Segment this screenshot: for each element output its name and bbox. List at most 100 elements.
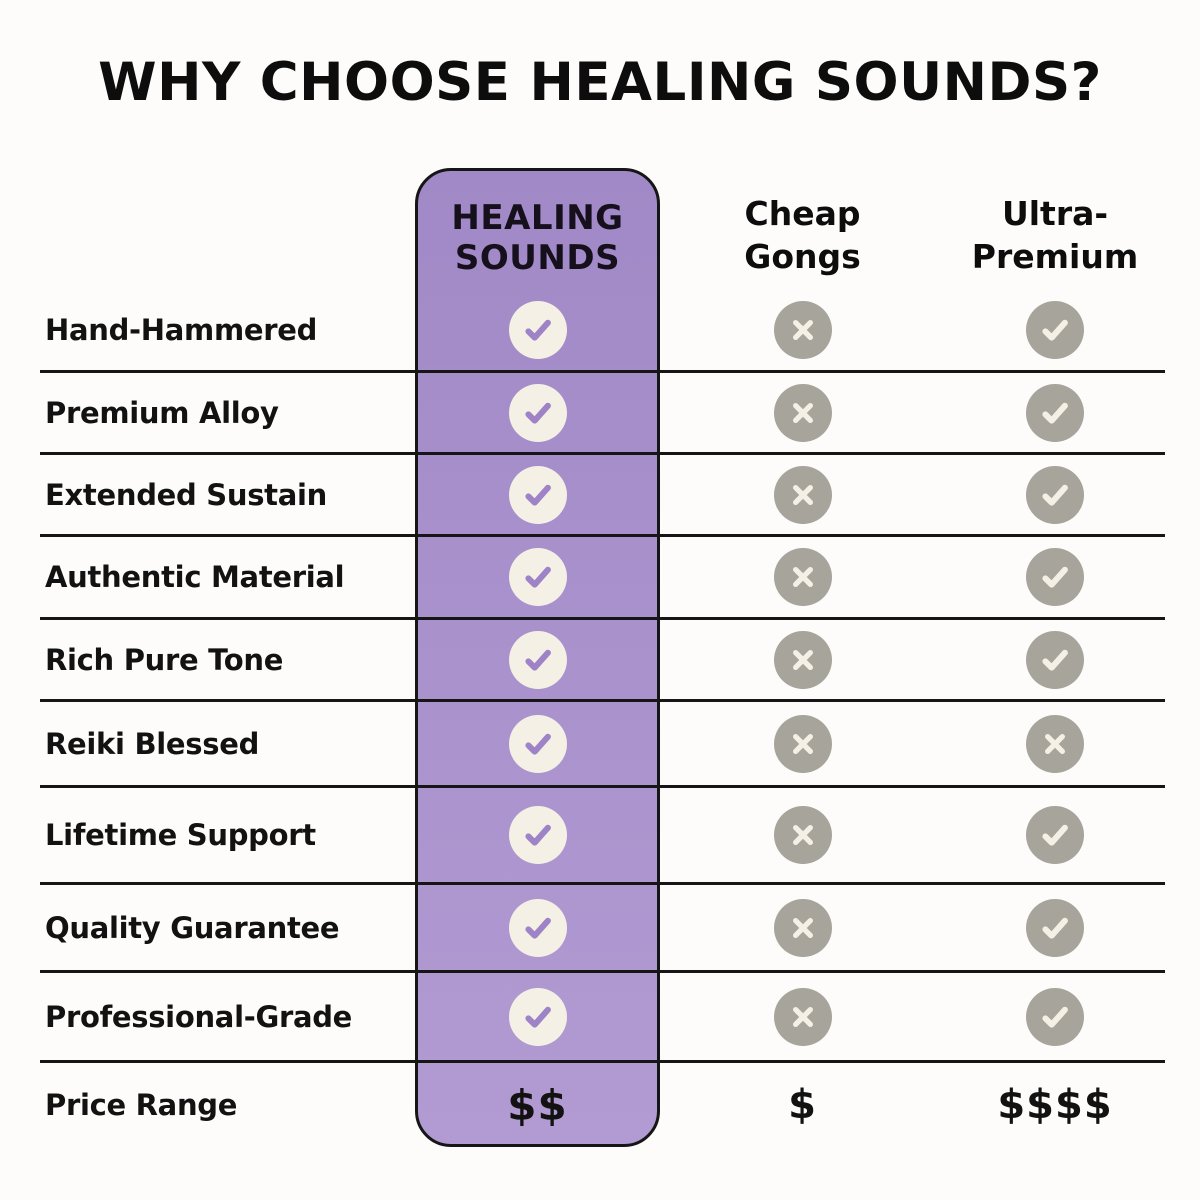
column-header-healing-sounds: HEALING SOUNDS <box>415 168 660 278</box>
row-label-cell: Reiki Blessed <box>40 727 415 761</box>
row-label: Premium Alloy <box>45 395 279 430</box>
table-row: Hand-Hammered <box>40 290 1165 373</box>
row-label: Lifetime Support <box>45 818 316 852</box>
x-icon <box>773 383 832 442</box>
row-label-cell: Extended Sustain <box>40 478 415 512</box>
row-label: Extended Sustain <box>45 477 327 512</box>
table-row: Extended Sustain <box>40 455 1165 537</box>
cheap-gongs-cell <box>660 714 945 773</box>
table-row: Authentic Material <box>40 537 1165 620</box>
x-icon <box>773 714 832 773</box>
check-icon <box>508 465 567 524</box>
healing-sounds-cell <box>415 465 660 524</box>
check-icon <box>1026 898 1084 957</box>
cheap-gongs-cell <box>660 383 945 442</box>
comparison-table: HEALING SOUNDS Cheap Gongs Ultra- Premiu… <box>40 168 1165 1147</box>
row-label-cell: Professional-Grade <box>40 1000 415 1034</box>
healing-sounds-cell <box>415 987 660 1046</box>
check-icon <box>1026 548 1084 606</box>
check-icon <box>1026 630 1084 689</box>
cheap-gongs-cell <box>660 465 945 524</box>
healing-sounds-cell: $$ <box>415 1081 660 1130</box>
column-header-ultra-premium: Ultra- Premium <box>945 168 1165 278</box>
table-header-row: HEALING SOUNDS Cheap Gongs Ultra- Premiu… <box>40 168 1165 290</box>
table-row: Quality Guarantee <box>40 885 1165 973</box>
cheap-gongs-cell <box>660 301 945 359</box>
check-icon <box>508 301 567 359</box>
ultra-premium-cell <box>945 806 1165 864</box>
header-line: SOUNDS <box>454 238 621 278</box>
header-line: Premium <box>971 237 1139 276</box>
header-line: Cheap <box>744 194 861 233</box>
header-line: HEALING <box>451 198 624 238</box>
row-label: Authentic Material <box>45 560 345 594</box>
ultra-premium-cell: $$$$ <box>945 1082 1165 1128</box>
table-row: Reiki Blessed <box>40 702 1165 788</box>
x-icon <box>773 987 832 1046</box>
row-label-cell: Price Range <box>40 1088 415 1122</box>
x-icon <box>773 898 832 957</box>
row-label: Quality Guarantee <box>45 910 340 945</box>
table-row: Professional-Grade <box>40 973 1165 1063</box>
ultra-premium-cell <box>945 383 1165 442</box>
row-label-cell: Authentic Material <box>40 560 415 594</box>
healing-sounds-cell <box>415 383 660 442</box>
row-label: Reiki Blessed <box>45 726 260 761</box>
table-row: Premium Alloy <box>40 373 1165 455</box>
check-icon <box>1026 806 1084 864</box>
row-label: Professional-Grade <box>45 999 353 1034</box>
table-row: Rich Pure Tone <box>40 620 1165 702</box>
cheap-gongs-cell: $ <box>660 1082 945 1128</box>
check-icon <box>1026 301 1084 359</box>
x-icon <box>773 548 832 606</box>
healing-sounds-cell <box>415 898 660 957</box>
cheap-gongs-cell <box>660 987 945 1046</box>
check-icon <box>508 630 567 689</box>
healing-sounds-cell <box>415 714 660 773</box>
x-icon <box>773 301 832 359</box>
x-icon <box>773 465 832 524</box>
ultra-premium-cell <box>945 714 1165 773</box>
ultra-premium-cell <box>945 987 1165 1046</box>
ultra-premium-cell <box>945 301 1165 359</box>
ultra-premium-cell <box>945 898 1165 957</box>
check-icon <box>508 806 567 864</box>
check-icon <box>508 548 567 606</box>
x-icon <box>773 806 832 864</box>
price-value: $$$$ <box>997 1082 1113 1128</box>
row-label: Price Range <box>45 1088 238 1122</box>
table-row: Price Range $$ $ $$$$ <box>40 1063 1165 1147</box>
row-label-cell: Rich Pure Tone <box>40 643 415 677</box>
row-label-cell: Lifetime Support <box>40 818 415 852</box>
ultra-premium-cell <box>945 630 1165 689</box>
header-line: Ultra- <box>1001 194 1109 233</box>
column-header-cheap-gongs: Cheap Gongs <box>660 168 945 278</box>
check-icon <box>508 898 567 957</box>
cheap-gongs-cell <box>660 898 945 957</box>
cheap-gongs-cell <box>660 806 945 864</box>
price-value: $$ <box>507 1080 568 1130</box>
check-icon <box>1026 383 1084 442</box>
check-icon <box>1026 465 1084 524</box>
x-icon <box>773 630 832 689</box>
ultra-premium-cell <box>945 548 1165 606</box>
check-icon <box>508 987 567 1046</box>
cheap-gongs-cell <box>660 548 945 606</box>
check-icon <box>508 714 567 773</box>
row-label-cell: Hand-Hammered <box>40 313 415 347</box>
healing-sounds-cell <box>415 301 660 359</box>
healing-sounds-cell <box>415 806 660 864</box>
row-label: Rich Pure Tone <box>45 642 284 677</box>
header-line: Gongs <box>744 237 861 276</box>
healing-sounds-cell <box>415 630 660 689</box>
page-title: WHY CHOOSE HEALING SOUNDS? <box>98 52 1102 113</box>
row-label: Hand-Hammered <box>45 313 318 347</box>
table-body: Hand-Hammered Premium Alloy Extended Sus… <box>40 290 1165 1147</box>
healing-sounds-cell <box>415 548 660 606</box>
check-icon <box>1026 987 1084 1046</box>
price-value: $ <box>788 1082 817 1128</box>
x-icon <box>1026 714 1084 773</box>
check-icon <box>508 383 567 442</box>
cheap-gongs-cell <box>660 630 945 689</box>
